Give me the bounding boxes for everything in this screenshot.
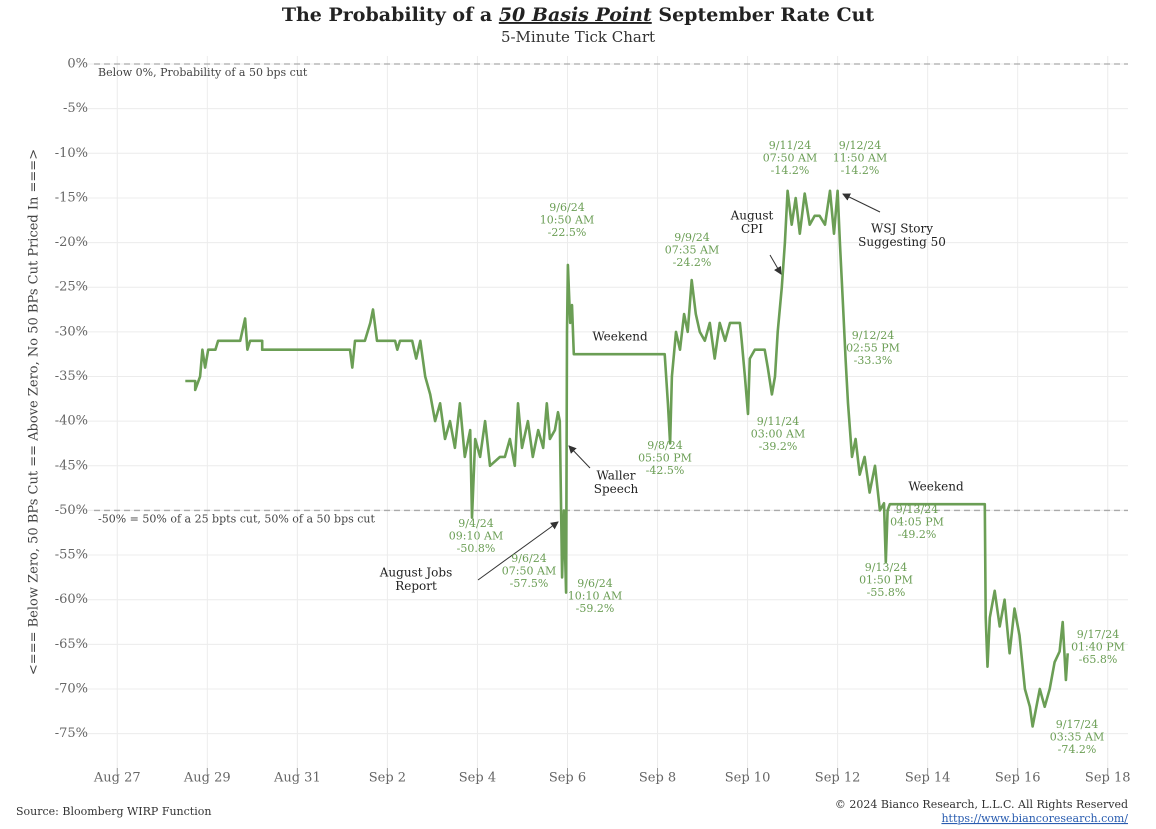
point-annotation: 09:10 AM [449,530,503,543]
event-annotation: Speech [594,482,639,496]
event-annotation: CPI [741,222,763,236]
y-tick-label: -5% [63,101,88,116]
y-tick-label: -35% [55,369,88,384]
event-annotation: August Jobs [379,566,452,580]
x-tick-label: Sep 16 [995,771,1041,786]
point-annotation: 11:50 AM [833,152,887,165]
point-annotation: 04:05 PM [890,516,944,529]
arrow [568,445,591,469]
point-annotation: -59.2% [576,602,615,615]
point-annotation: 9/12/24 [852,329,894,342]
point-annotation: 9/6/24 [549,201,584,214]
point-annotation: 9/4/24 [458,517,493,530]
point-annotation: -14.2% [771,164,810,177]
point-annotation: 9/17/24 [1077,628,1119,641]
x-tick-label: Sep 10 [725,771,771,786]
point-annotation: 02:55 PM [846,342,900,355]
x-tick-label: Sep 6 [549,771,586,786]
point-annotation: -50.8% [457,542,496,555]
point-annotation: 10:10 AM [568,590,622,603]
event-annotation: Report [395,579,437,593]
arrow [769,254,782,275]
point-annotation: 9/12/24 [839,139,881,152]
title-part: The Probability of a [282,4,499,26]
source: Source: Bloomberg WIRP Function [16,805,211,818]
point-annotation: -49.2% [898,528,937,541]
event-annotation: WSJ Story [871,222,933,236]
y-tick-label: -40% [55,414,88,429]
point-annotation: -57.5% [510,577,549,590]
point-annotation: 9/9/24 [674,231,709,244]
y-tick-label: -50% [55,503,88,518]
chart-title: The Probability of a 50 Basis Point Sept… [282,4,875,26]
point-annotation: 07:50 AM [763,152,817,165]
x-tick-label: Sep 18 [1085,771,1131,786]
point-annotation: -22.5% [548,226,587,239]
point-annotation: -39.2% [759,440,798,453]
y-tick-label: -55% [55,548,88,563]
point-annotation: 9/8/24 [647,439,682,452]
point-annotation: -33.3% [854,354,893,367]
point-annotation: 07:50 AM [502,565,556,578]
point-annotation: 07:35 AM [665,244,719,257]
point-annotation: 03:00 AM [751,428,805,441]
event-annotation: August [730,209,774,223]
chart-subtitle: 5-Minute Tick Chart [501,28,655,46]
x-tick-label: Sep 12 [815,771,861,786]
copyright: © 2024 Bianco Research, L.L.C. All Right… [835,798,1128,811]
data-line [185,189,1069,728]
point-annotation: 9/17/24 [1056,718,1098,731]
y-tick-label: -20% [55,235,88,250]
title-emphasis: 50 Basis Point [499,4,652,26]
x-tick-label: Sep 8 [639,771,676,786]
event-annotation: Waller [597,469,636,483]
x-tick-label: Aug 31 [273,771,321,786]
event-annotation: Weekend [592,330,648,344]
point-annotation: -55.8% [867,586,906,599]
plot-area: 0% -5% -10% -15% -20% -25% -30% -35% -40% -45% -50… [55,56,1131,786]
reference-label: -50% = 50% of a 25 bpts cut, 50% of a 50… [98,512,376,525]
point-annotation: -65.8% [1079,653,1118,666]
x-tick-label: Aug 29 [183,771,231,786]
point-annotation: 03:35 AM [1050,731,1104,744]
y-tick-label: -45% [55,458,88,473]
y-tick-label: -75% [55,726,88,741]
reference-label: Below 0%, Probability of a 50 bps cut [98,66,308,79]
website-link[interactable]: https://www.biancoresearch.com/ [941,812,1128,825]
y-tick-label: -30% [55,324,88,339]
title-part: September Rate Cut [652,4,875,26]
event-annotation: Weekend [908,480,964,494]
point-annotation: 9/6/24 [511,552,546,565]
point-annotation: 9/11/24 [757,415,799,428]
point-annotation: 9/13/24 [865,561,907,574]
arrow [477,521,559,581]
point-annotation: 05:50 PM [638,452,692,465]
arrow [842,193,881,213]
point-annotation: 10:50 AM [540,214,594,227]
x-tick-label: Sep 4 [459,771,496,786]
y-tick-label: 0% [67,57,88,72]
callout-arrows [477,193,881,581]
point-annotation: -24.2% [673,256,712,269]
y-tick-label: -70% [55,681,88,696]
point-annotation: 01:50 PM [859,574,913,587]
event-annotation: Suggesting 50 [858,235,946,249]
y-tick-label: -15% [55,190,88,205]
y-tick-label: -65% [55,637,88,652]
x-tick-label: Aug 27 [93,771,141,786]
point-annotation: 01:40 PM [1071,641,1125,654]
x-tick-label: Sep 2 [369,771,406,786]
y-tick-label: -25% [55,280,88,295]
point-annotation: 9/6/24 [577,577,612,590]
y-axis-label: <=== Below Zero, 50 BPs Cut == Above Zer… [27,149,42,675]
point-annotation: 9/11/24 [769,139,811,152]
y-tick-label: -60% [55,592,88,607]
x-tick-label: Sep 14 [905,771,951,786]
point-annotation: -14.2% [841,164,880,177]
point-annotation: -74.2% [1058,743,1097,756]
y-tick-label: -10% [55,146,88,161]
point-annotation: 9/13/24 [896,503,938,516]
point-annotation: -42.5% [646,464,685,477]
